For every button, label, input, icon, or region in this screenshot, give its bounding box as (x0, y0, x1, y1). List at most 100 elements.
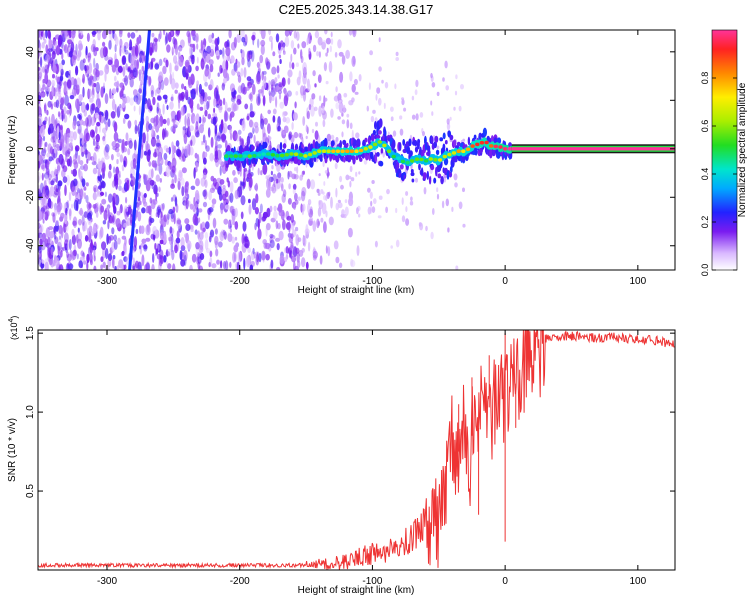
noise-speckle (239, 250, 243, 262)
noise-speckle (124, 237, 127, 246)
noise-speckle (78, 43, 83, 51)
noise-speckle (251, 198, 257, 211)
noise-speckle (162, 94, 168, 100)
noise-speckle (202, 201, 208, 208)
noise-speckle (97, 30, 101, 41)
noise-speckle (39, 182, 44, 194)
noise-speckle (86, 103, 90, 111)
noise-speckle (85, 104, 89, 111)
noise-speckle (38, 138, 42, 149)
noise-speckle (177, 180, 181, 191)
noise-speckle (255, 72, 261, 85)
noise-speckle (268, 90, 271, 96)
noise-speckle (248, 119, 254, 128)
noise-speckle (317, 207, 322, 217)
noise-speckle (249, 264, 254, 270)
noise-speckle (195, 121, 199, 130)
noise-speckle (95, 211, 99, 218)
noise-speckle (88, 88, 92, 98)
noise-speckle (323, 62, 327, 72)
ridge-peak (386, 149, 392, 153)
noise-speckle (302, 116, 306, 126)
noise-speckle (51, 51, 56, 60)
noise-speckle (205, 145, 210, 152)
noise-speckle (292, 112, 298, 121)
noise-speckle (70, 139, 73, 148)
noise-speckle (201, 61, 205, 66)
noise-speckle (180, 237, 185, 249)
noise-speckle (218, 49, 223, 55)
noise-speckle (291, 173, 297, 180)
noise-speckle (179, 250, 183, 261)
noise-speckle (49, 201, 54, 210)
noise-speckle (206, 45, 212, 54)
noise-speckle (72, 87, 77, 97)
noise-speckle (334, 162, 338, 170)
noise-speckle (45, 185, 50, 196)
noise-speckle (323, 181, 326, 186)
noise-speckle (240, 211, 244, 220)
noise-speckle (462, 138, 466, 142)
noise-speckle (69, 142, 73, 148)
noise-speckle (317, 36, 323, 46)
noise-speckle (383, 102, 386, 110)
noise-speckle (341, 131, 344, 138)
noise-speckle (275, 178, 279, 184)
ridge-halo-blob (428, 175, 432, 185)
noise-speckle (163, 254, 167, 263)
noise-speckle (38, 60, 41, 65)
ridge-peak (484, 140, 489, 145)
noise-speckle (80, 30, 83, 36)
noise-speckle (141, 254, 145, 267)
noise-speckle (97, 168, 101, 177)
noise-speckle (81, 178, 86, 188)
noise-speckle (275, 220, 279, 230)
noise-speckle (401, 197, 404, 206)
noise-speckle (158, 108, 162, 116)
noise-speckle (209, 79, 214, 90)
noise-speckle (143, 244, 148, 250)
noise-speckle (298, 70, 302, 80)
noise-speckle (147, 205, 150, 214)
noise-speckle (123, 160, 126, 167)
noise-speckle (249, 91, 254, 102)
ridge-halo-blob (384, 135, 388, 144)
noise-speckle (268, 30, 272, 36)
noise-speckle (222, 185, 226, 190)
top-x-tick-label: -200 (230, 276, 250, 287)
noise-speckle (52, 64, 57, 73)
noise-speckle (75, 84, 80, 95)
noise-speckle (348, 30, 353, 36)
ridge-halo-blob (424, 141, 428, 151)
noise-speckle (62, 147, 67, 155)
noise-speckle (378, 195, 383, 200)
noise-speckle (346, 113, 350, 118)
noise-speckle (276, 65, 280, 74)
noise-speckle (236, 261, 240, 270)
ridge-peak (391, 154, 396, 159)
noise-speckle (135, 30, 139, 33)
noise-speckle (337, 93, 342, 102)
noise-speckle (171, 93, 174, 103)
noise-speckle (311, 128, 315, 134)
noise-speckle (295, 226, 299, 232)
noise-speckle (143, 173, 146, 180)
noise-speckle (154, 40, 158, 53)
noise-speckle (355, 132, 360, 139)
noise-speckle (198, 217, 201, 223)
noise-speckle (58, 131, 61, 141)
ridge-halo-blob (369, 151, 374, 160)
noise-speckle (183, 132, 188, 145)
noise-speckle (291, 255, 297, 263)
noise-speckle (241, 119, 246, 132)
noise-speckle (347, 227, 353, 238)
noise-speckle (204, 239, 209, 251)
noise-speckle (55, 75, 58, 81)
ridge-peak (354, 149, 359, 153)
noise-speckle (53, 147, 57, 154)
noise-speckle (220, 119, 224, 131)
ridge-peak (224, 154, 229, 158)
noise-speckle (277, 222, 281, 230)
noise-speckle (86, 114, 92, 127)
noise-speckle (196, 83, 199, 96)
